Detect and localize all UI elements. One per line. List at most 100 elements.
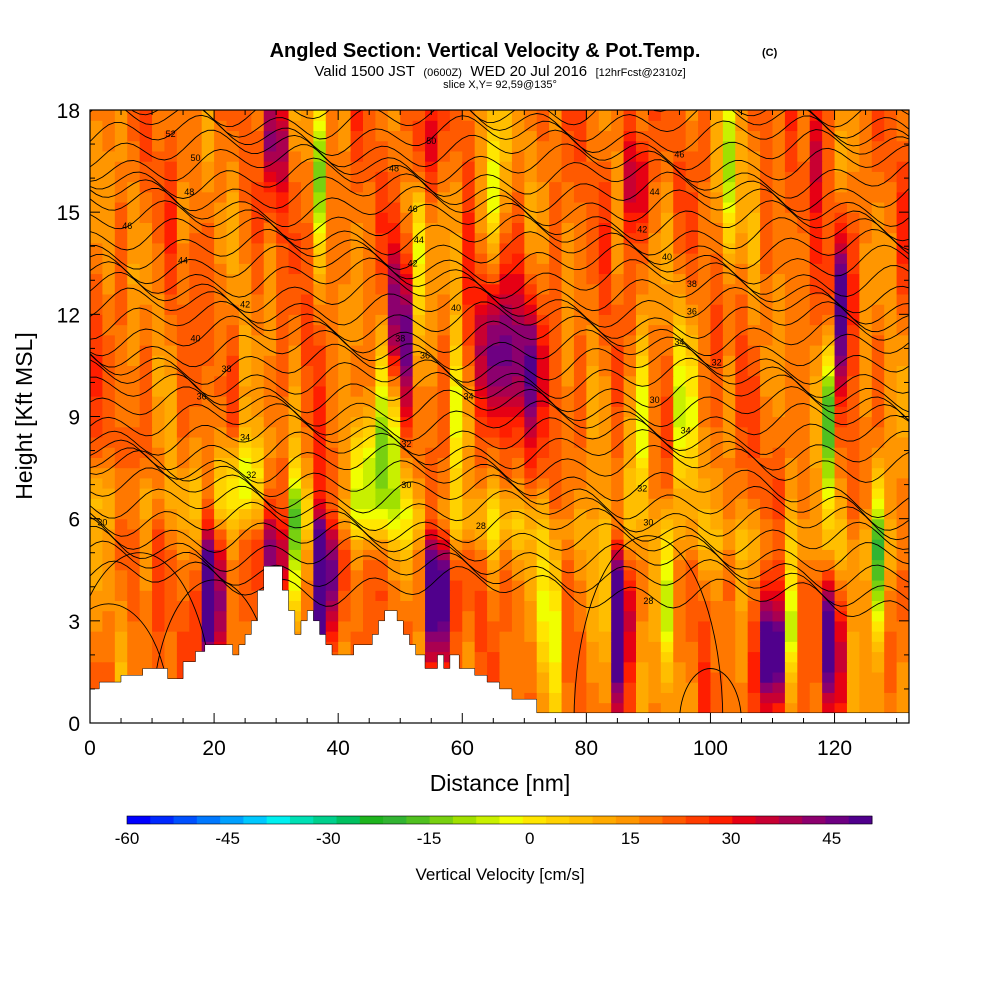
heat-cell bbox=[809, 130, 823, 142]
heat-cell bbox=[425, 385, 439, 397]
heat-cell bbox=[412, 559, 426, 571]
heat-cell bbox=[313, 222, 327, 234]
heat-cell bbox=[648, 436, 662, 448]
heat-cell bbox=[189, 324, 203, 336]
heat-cell bbox=[871, 467, 885, 479]
heat-cell bbox=[797, 191, 811, 203]
heat-cell bbox=[375, 334, 389, 346]
heat-cell bbox=[623, 253, 637, 264]
heat-cell bbox=[660, 518, 674, 530]
heat-cell bbox=[375, 375, 389, 387]
heat-cell bbox=[710, 702, 724, 714]
heat-cell bbox=[648, 293, 662, 305]
heat-cell bbox=[648, 120, 662, 132]
heat-cell bbox=[549, 375, 563, 387]
heat-cell bbox=[499, 498, 513, 510]
heat-cell bbox=[437, 631, 451, 642]
heat-cell bbox=[834, 293, 848, 305]
heat-cell bbox=[511, 365, 525, 377]
heat-cell bbox=[846, 253, 860, 264]
heat-cell bbox=[648, 600, 662, 612]
heat-cell bbox=[747, 610, 761, 622]
heat-cell bbox=[586, 242, 600, 254]
heat-cell bbox=[474, 212, 488, 223]
heat-cell bbox=[139, 171, 153, 183]
contour-label: 34 bbox=[463, 391, 473, 401]
heat-cell bbox=[189, 232, 203, 244]
heat-cell bbox=[400, 110, 414, 121]
heat-cell bbox=[611, 314, 625, 326]
heat-cell bbox=[474, 600, 488, 612]
heat-cell bbox=[586, 293, 600, 305]
heat-cell bbox=[226, 304, 240, 315]
heat-cell bbox=[660, 293, 674, 305]
heat-cell bbox=[884, 528, 898, 540]
heat-cell bbox=[313, 110, 327, 121]
heat-cell bbox=[214, 416, 228, 428]
heat-cell bbox=[214, 498, 228, 510]
heat-cell bbox=[747, 631, 761, 642]
heat-cell bbox=[114, 273, 128, 285]
heat-cell bbox=[288, 610, 302, 622]
heat-cell bbox=[636, 375, 650, 387]
heat-cell bbox=[685, 263, 699, 275]
heat-cell bbox=[822, 396, 836, 407]
heat-cell bbox=[90, 375, 104, 387]
heat-cell bbox=[201, 488, 215, 499]
heat-cell bbox=[623, 375, 637, 387]
heat-cell bbox=[710, 355, 724, 367]
heat-cell bbox=[524, 120, 538, 132]
heat-cell bbox=[375, 263, 389, 275]
heat-cell bbox=[164, 263, 178, 275]
heat-cell bbox=[325, 273, 339, 285]
heat-cell bbox=[834, 232, 848, 244]
heat-cell bbox=[784, 242, 798, 254]
heat-cell bbox=[226, 549, 240, 561]
heat-cell bbox=[698, 651, 712, 663]
heat-cell bbox=[772, 201, 786, 213]
heat-cell bbox=[102, 344, 116, 356]
colorbar-swatch bbox=[848, 816, 873, 824]
heat-cell bbox=[809, 559, 823, 571]
heat-cell bbox=[462, 365, 476, 377]
heat-cell bbox=[152, 631, 166, 642]
heat-cell bbox=[871, 396, 885, 407]
heat-cell bbox=[611, 396, 625, 407]
heat-cell bbox=[425, 293, 439, 305]
heat-cell bbox=[449, 477, 463, 489]
heat-cell bbox=[673, 600, 687, 612]
heat-cell bbox=[822, 600, 836, 612]
heat-cell bbox=[673, 304, 687, 315]
y-tick-label: 9 bbox=[68, 407, 80, 430]
heat-cell bbox=[834, 641, 848, 653]
heat-cell bbox=[300, 579, 314, 591]
heat-cell bbox=[400, 253, 414, 264]
heat-cell bbox=[127, 212, 141, 223]
heat-cell bbox=[487, 671, 501, 683]
heat-cell bbox=[511, 457, 525, 469]
heat-cell bbox=[660, 477, 674, 489]
heat-cell bbox=[660, 590, 674, 601]
heat-cell bbox=[338, 283, 352, 295]
heat-cell bbox=[375, 467, 389, 479]
heat-cell bbox=[300, 201, 314, 213]
heat-cell bbox=[127, 232, 141, 244]
heat-cell bbox=[809, 140, 823, 152]
heat-cell bbox=[511, 416, 525, 428]
heat-cell bbox=[139, 641, 153, 653]
heat-cell bbox=[772, 140, 786, 152]
heat-cell bbox=[412, 549, 426, 561]
heat-cell bbox=[511, 426, 525, 438]
heat-cell bbox=[511, 293, 525, 305]
heat-cell bbox=[511, 242, 525, 254]
heat-cell bbox=[809, 253, 823, 264]
heat-cell bbox=[611, 171, 625, 183]
heat-cell bbox=[139, 232, 153, 244]
heat-cell bbox=[400, 518, 414, 530]
heat-cell bbox=[139, 436, 153, 448]
heat-cell bbox=[636, 457, 650, 469]
heat-cell bbox=[871, 600, 885, 612]
heat-cell bbox=[561, 232, 575, 244]
heat-cell bbox=[636, 263, 650, 275]
heat-cell bbox=[139, 140, 153, 152]
